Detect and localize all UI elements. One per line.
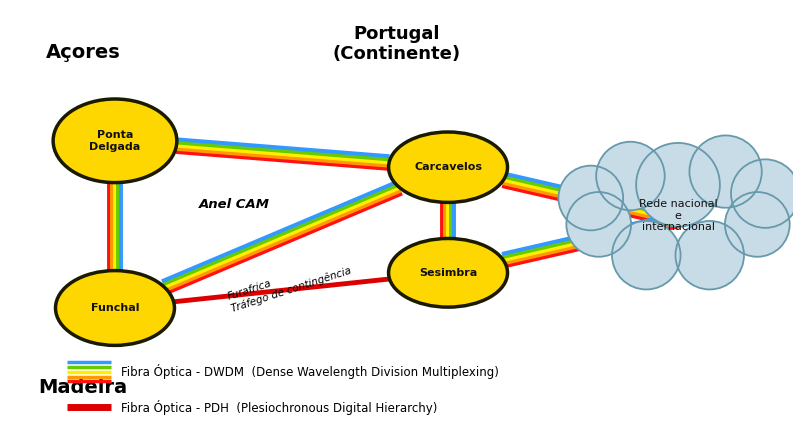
Ellipse shape <box>90 293 140 323</box>
Ellipse shape <box>389 133 506 202</box>
Ellipse shape <box>636 143 720 227</box>
Ellipse shape <box>105 302 125 314</box>
Ellipse shape <box>408 144 488 191</box>
Ellipse shape <box>427 155 469 180</box>
Ellipse shape <box>412 146 484 188</box>
Text: Fibra Óptica - PDH  (Plesiochronous Digital Hierarchy): Fibra Óptica - PDH (Plesiochronous Digit… <box>121 400 438 414</box>
Text: Carcavelos: Carcavelos <box>414 162 482 172</box>
Ellipse shape <box>442 269 454 276</box>
Ellipse shape <box>75 283 155 333</box>
Ellipse shape <box>393 135 503 199</box>
Ellipse shape <box>82 288 147 328</box>
Ellipse shape <box>64 276 166 340</box>
Ellipse shape <box>566 192 631 257</box>
Ellipse shape <box>53 99 177 183</box>
Ellipse shape <box>427 261 469 285</box>
Ellipse shape <box>401 246 495 300</box>
Text: Sesimbra: Sesimbra <box>419 268 477 278</box>
Text: Portugal
(Continente): Portugal (Continente) <box>332 25 461 63</box>
Text: Ponta
Delgada: Ponta Delgada <box>90 130 140 152</box>
Ellipse shape <box>101 132 129 150</box>
Ellipse shape <box>397 243 499 302</box>
Ellipse shape <box>423 259 473 287</box>
Ellipse shape <box>389 239 506 306</box>
Ellipse shape <box>612 221 680 290</box>
Ellipse shape <box>68 279 162 337</box>
Ellipse shape <box>389 238 508 307</box>
Ellipse shape <box>435 159 462 175</box>
Ellipse shape <box>416 254 480 291</box>
Ellipse shape <box>423 153 473 182</box>
Text: Anel CAM: Anel CAM <box>198 198 270 211</box>
Ellipse shape <box>60 274 170 342</box>
Ellipse shape <box>71 281 159 335</box>
Ellipse shape <box>401 139 495 195</box>
Ellipse shape <box>98 297 132 319</box>
Ellipse shape <box>393 241 503 304</box>
Ellipse shape <box>55 100 175 182</box>
Ellipse shape <box>70 110 160 171</box>
Ellipse shape <box>404 248 492 298</box>
Ellipse shape <box>109 304 121 312</box>
Ellipse shape <box>109 136 121 145</box>
Ellipse shape <box>78 116 152 166</box>
Text: Açores: Açores <box>46 43 121 62</box>
Ellipse shape <box>404 142 492 193</box>
Ellipse shape <box>596 142 665 210</box>
Ellipse shape <box>442 164 454 171</box>
Ellipse shape <box>82 118 148 163</box>
Ellipse shape <box>56 271 174 345</box>
Ellipse shape <box>412 252 484 293</box>
Ellipse shape <box>94 295 136 321</box>
Ellipse shape <box>676 221 744 290</box>
Ellipse shape <box>56 271 173 345</box>
Text: Funchal: Funchal <box>90 303 140 313</box>
Ellipse shape <box>431 157 465 177</box>
Ellipse shape <box>435 265 462 281</box>
Ellipse shape <box>408 250 488 296</box>
Text: Furafrica
Tráfego de contingência: Furafrica Tráfego de contingência <box>226 254 352 314</box>
Ellipse shape <box>731 159 793 228</box>
Ellipse shape <box>419 150 477 184</box>
Ellipse shape <box>416 148 480 186</box>
Ellipse shape <box>79 286 151 330</box>
Ellipse shape <box>62 105 168 176</box>
Ellipse shape <box>102 300 128 316</box>
Ellipse shape <box>66 108 164 174</box>
Ellipse shape <box>74 113 156 169</box>
Ellipse shape <box>689 136 762 208</box>
Ellipse shape <box>389 132 508 202</box>
Ellipse shape <box>58 103 172 179</box>
Ellipse shape <box>558 165 623 231</box>
Ellipse shape <box>86 121 144 161</box>
Ellipse shape <box>439 267 458 279</box>
Ellipse shape <box>94 126 136 155</box>
Text: Madeira: Madeira <box>39 378 128 397</box>
Text: Rede nacional
e
internacional: Rede nacional e internacional <box>638 199 718 232</box>
Ellipse shape <box>439 161 458 173</box>
Ellipse shape <box>105 134 125 147</box>
Ellipse shape <box>97 129 133 153</box>
Ellipse shape <box>725 192 790 257</box>
Ellipse shape <box>419 257 477 289</box>
Text: Fibra Óptica - DWDM  (Dense Wavelength Division Multiplexing): Fibra Óptica - DWDM (Dense Wavelength Di… <box>121 364 500 379</box>
Ellipse shape <box>86 290 144 326</box>
Ellipse shape <box>397 137 499 197</box>
Ellipse shape <box>431 263 465 283</box>
Ellipse shape <box>90 124 140 158</box>
